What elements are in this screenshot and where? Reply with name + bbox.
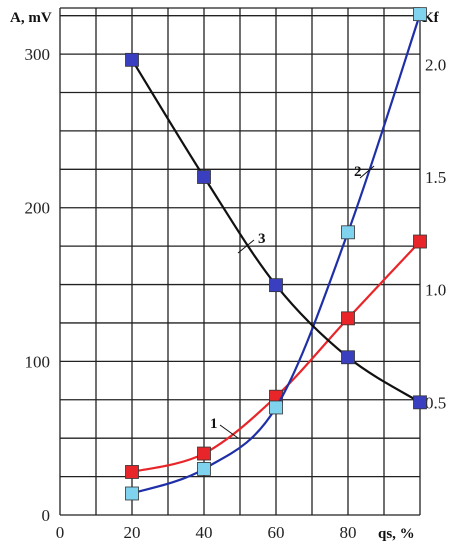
series-2-point	[269, 400, 283, 415]
series-3-point	[269, 278, 283, 293]
right-y-tick-label: 1.5	[425, 168, 446, 187]
series-2-point	[413, 7, 427, 22]
x-axis-label: qs, %	[378, 526, 415, 542]
series-1-callout-label: 1	[210, 416, 218, 432]
left-y-axis-label: A, mV	[10, 10, 52, 26]
x-tick-label: 80	[340, 523, 357, 542]
x-tick-label: 60	[268, 523, 285, 542]
series-3: 3	[125, 52, 427, 410]
series-1-point	[197, 446, 211, 461]
series-1-point	[413, 234, 427, 249]
series-2-point	[341, 225, 355, 240]
right-y-tick-label: 2.0	[425, 55, 446, 74]
series-3-point	[125, 52, 139, 67]
series-2: 2	[125, 7, 427, 501]
series-1-callout-line	[219, 424, 239, 439]
series-group: 1 2 3	[125, 7, 427, 501]
right-y-tick-label: 0.5	[425, 393, 446, 412]
series-3-point	[413, 395, 427, 410]
series-3-point	[197, 170, 211, 184]
left-y-tick-label: 0	[42, 506, 51, 525]
x-tick-label: 20	[124, 523, 141, 542]
series-1: 1	[125, 234, 427, 479]
right-y-tick-label: 1.0	[425, 281, 446, 300]
series-2-callout-label: 2	[354, 164, 362, 180]
x-axis-ticks: 0 20 40 60 80	[56, 523, 357, 542]
series-3-callout-line	[237, 239, 255, 254]
left-y-tick-label: 100	[25, 352, 51, 371]
series-2-point	[125, 486, 139, 501]
series-1-point	[125, 465, 139, 479]
series-1-point	[341, 311, 355, 326]
left-y-tick-label: 200	[25, 199, 51, 218]
left-y-tick-label: 300	[25, 45, 51, 64]
series-2-point	[197, 462, 211, 476]
series-3-callout-label: 3	[258, 231, 266, 247]
x-tick-label: 0	[56, 523, 65, 542]
grid	[59, 7, 421, 516]
series-2-callout-line	[359, 165, 375, 179]
x-tick-label: 40	[196, 523, 213, 542]
left-y-axis-ticks: 0 100 200 300	[25, 45, 51, 525]
right-y-axis-ticks: 0.5 1.0 1.5 2.0	[425, 55, 446, 412]
series-3-point	[341, 350, 355, 365]
